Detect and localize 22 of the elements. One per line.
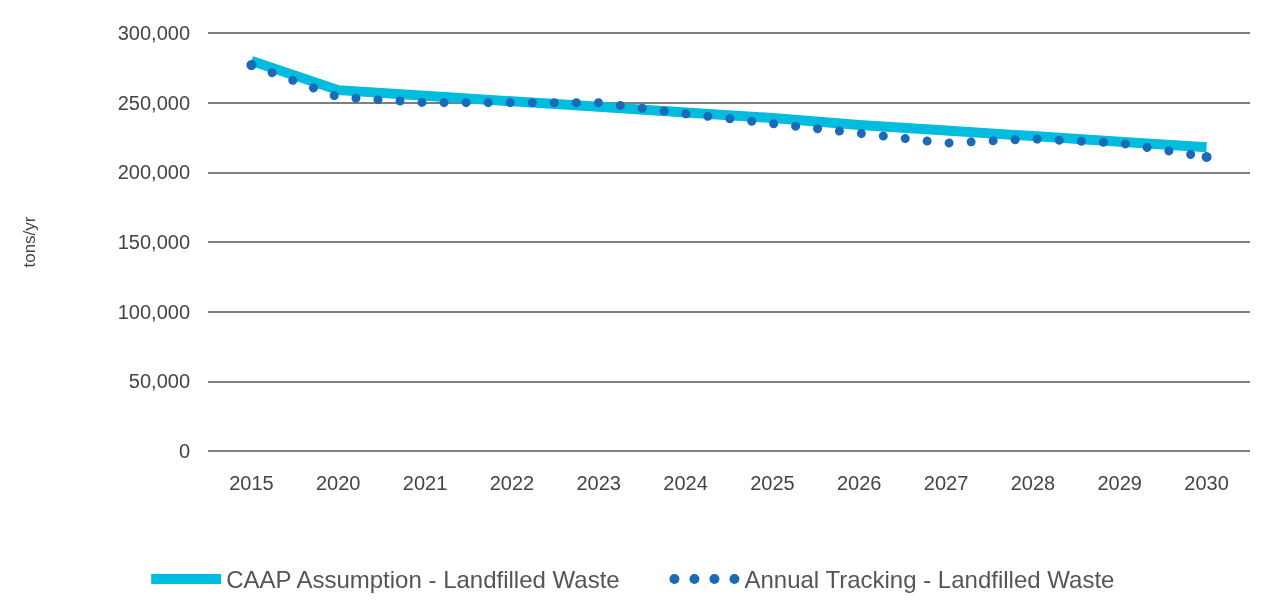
legend-label: Annual Tracking - Landfilled Waste	[744, 565, 1115, 593]
x-tick-label: 2021	[402, 472, 448, 494]
y-tick-label: 200,000	[117, 161, 190, 184]
y-tick-label: 150,000	[117, 231, 190, 253]
x-tick-label: 2026	[837, 472, 882, 494]
x-tick-label: 2029	[1097, 472, 1142, 494]
y-axis-title: tons/yr	[20, 216, 39, 268]
x-tick-label: 2025	[750, 472, 795, 494]
x-tick-label: 2020	[316, 472, 361, 494]
y-tick-label: 300,000	[117, 22, 190, 44]
legend-label: CAAP Assumption - Landfilled Waste	[226, 565, 620, 593]
y-tick-label: 0	[178, 440, 190, 462]
x-tick-label: 2022	[489, 472, 535, 494]
y-tick-label: 250,000	[117, 91, 190, 114]
y-tick-label: 100,000	[117, 300, 190, 323]
x-tick-label: 2015	[229, 472, 274, 494]
x-tick-label: 2027	[923, 472, 969, 494]
x-tick-label: 2028	[1010, 472, 1056, 494]
x-tick-label: 2023	[576, 472, 621, 494]
y-tick-label: 50,000	[128, 370, 190, 393]
x-tick-label: 2030	[1184, 472, 1229, 494]
x-tick-label: 2024	[663, 472, 708, 494]
